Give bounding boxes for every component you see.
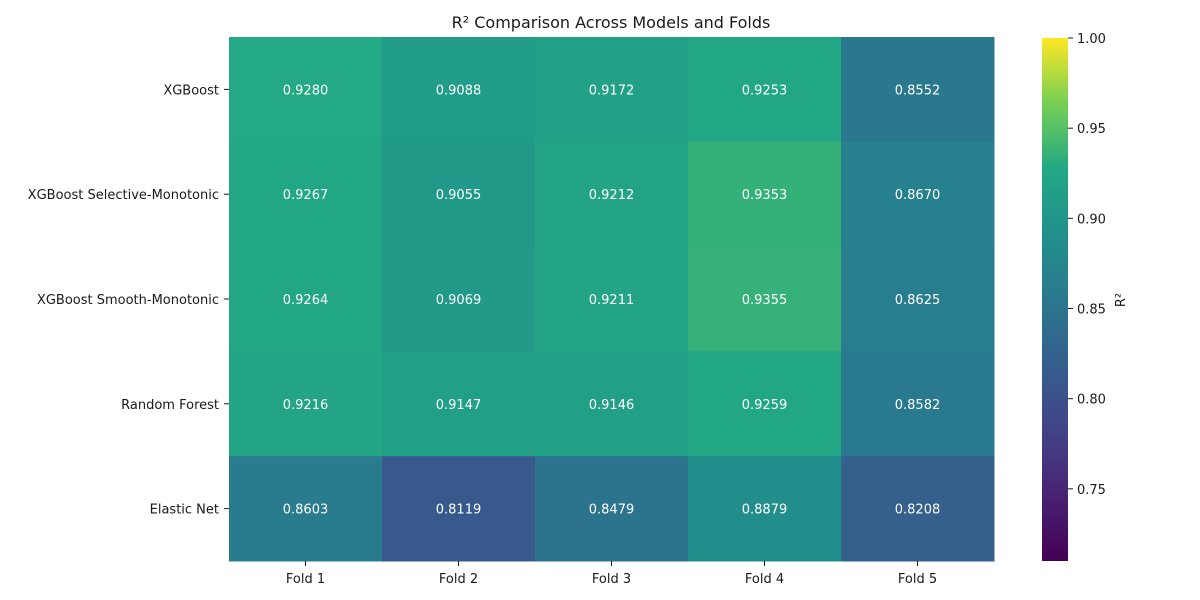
row-label: XGBoost Smooth-Monotonic xyxy=(37,293,219,308)
cell-value-label: 0.8582 xyxy=(895,398,941,413)
heatmap-cell xyxy=(535,246,689,352)
cell-value-label: 0.9146 xyxy=(589,398,635,413)
column-labels: Fold 1 Fold 2 Fold 3 Fold 4 Fold 5 xyxy=(286,561,937,587)
heatmap-cell xyxy=(535,456,689,562)
heatmap-cell xyxy=(229,37,383,143)
colorbar-tick-label: 0.75 xyxy=(1077,483,1106,498)
cell-value-label: 0.9212 xyxy=(589,188,635,203)
chart-title: R² Comparison Across Models and Folds xyxy=(452,13,771,32)
heatmap-cell xyxy=(229,141,383,248)
heatmap-cell xyxy=(841,141,995,248)
heatmap-cell xyxy=(229,351,383,457)
cell-value-label: 0.8879 xyxy=(742,503,788,518)
cell-value-label: 0.9355 xyxy=(742,293,788,308)
column-label: Fold 4 xyxy=(745,572,784,587)
cell-value-label: 0.8670 xyxy=(895,188,941,203)
cell-value-label: 0.9055 xyxy=(436,188,482,203)
heatmap-cell xyxy=(382,351,536,457)
cell-value-label: 0.8603 xyxy=(283,503,329,518)
heatmap-cell xyxy=(841,456,995,562)
cell-value-label: 0.9264 xyxy=(283,293,329,308)
column-label: Fold 3 xyxy=(592,572,631,587)
cell-value-label: 0.9267 xyxy=(283,188,329,203)
heatmap-cell xyxy=(535,351,689,457)
heatmap-cell xyxy=(841,246,995,352)
cell-value-label: 0.9259 xyxy=(742,398,788,413)
cell-value-label: 0.9069 xyxy=(436,293,482,308)
heatmap-cell xyxy=(688,246,842,352)
colorbar-label: R² xyxy=(1114,293,1129,307)
cell-value-label: 0.8119 xyxy=(436,503,482,518)
heatmap-cell xyxy=(841,37,995,143)
cell-value-label: 0.8208 xyxy=(895,503,941,518)
cell-value-label: 0.8479 xyxy=(589,503,635,518)
heatmap-cell xyxy=(688,141,842,248)
column-label: Fold 5 xyxy=(898,572,937,587)
cell-value-label: 0.9088 xyxy=(436,83,482,98)
colorbar-tick-label: 0.95 xyxy=(1077,122,1106,137)
heatmap-cell xyxy=(535,37,689,143)
cell-value-label: 0.9211 xyxy=(589,293,635,308)
cell-value-label: 0.9280 xyxy=(283,83,329,98)
colorbar-tick-label: 0.80 xyxy=(1077,393,1106,408)
cell-value-label: 0.9172 xyxy=(589,83,635,98)
heatmap-cell xyxy=(688,456,842,562)
column-label: Fold 2 xyxy=(439,572,478,587)
column-label: Fold 1 xyxy=(286,572,325,587)
row-labels: XGBoost XGBoost Selective-Monotonic XGBoos… xyxy=(28,83,229,518)
row-label: XGBoost xyxy=(163,83,219,98)
cell-value-label: 0.9216 xyxy=(283,398,329,413)
heatmap-cell xyxy=(688,37,842,143)
heatmap-cell xyxy=(841,351,995,457)
cell-value-label: 0.9353 xyxy=(742,188,788,203)
heatmap-cell xyxy=(382,456,536,562)
heatmap-cell xyxy=(382,246,536,352)
colorbar xyxy=(1042,38,1068,561)
colorbar-tick-label: 0.85 xyxy=(1077,303,1106,318)
heatmap-cells: 0.9280 0.9088 0.9172 0.9253 0.8552 0.9267 0.90… xyxy=(229,37,995,562)
cell-value-label: 0.8552 xyxy=(895,83,941,98)
heatmap-cell xyxy=(535,141,689,248)
cell-value-label: 0.9253 xyxy=(742,83,788,98)
cell-value-label: 0.9147 xyxy=(436,398,482,413)
heatmap-cell xyxy=(229,456,383,562)
heatmap-cell xyxy=(229,246,383,352)
row-label: Random Forest xyxy=(121,398,219,413)
row-label: XGBoost Selective-Monotonic xyxy=(28,188,219,203)
row-label: Elastic Net xyxy=(150,503,219,518)
heatmap-cell xyxy=(382,141,536,248)
colorbar-tick-label: 0.90 xyxy=(1077,212,1106,227)
colorbar-tick-label: 1.00 xyxy=(1077,32,1106,47)
heatmap-cell xyxy=(688,351,842,457)
cell-value-label: 0.8625 xyxy=(895,293,941,308)
heatmap-cell xyxy=(382,37,536,143)
colorbar-ticks: 0.75 0.80 0.85 0.90 0.95 1.00 xyxy=(1068,32,1106,498)
